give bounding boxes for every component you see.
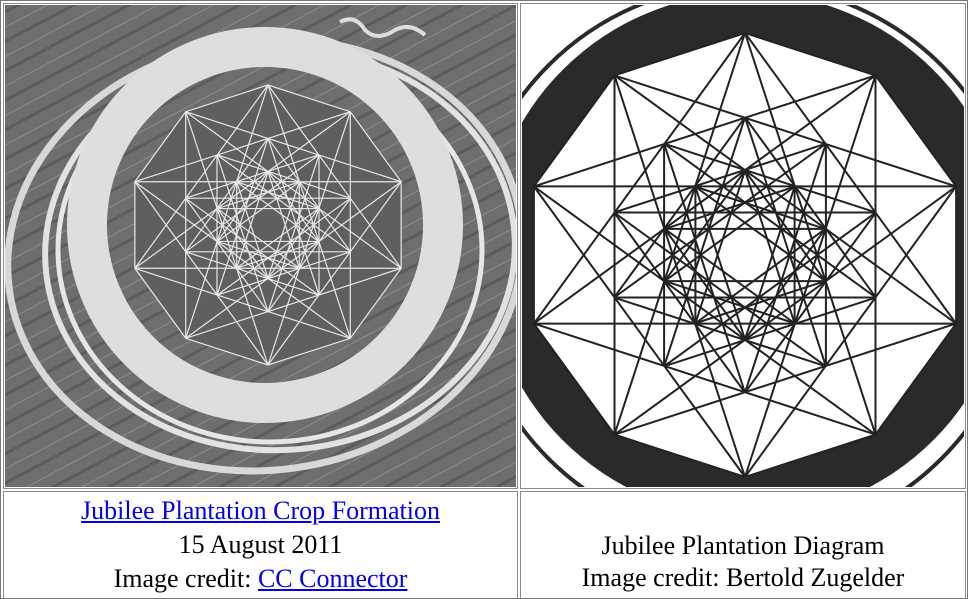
- diagram-title: Jubilee Plantation Diagram: [601, 531, 884, 560]
- formation-link[interactable]: Jubilee Plantation Crop Formation: [81, 496, 440, 525]
- crop-photo: [0, 5, 550, 504]
- page: Jubilee Plantation Crop Formation 15 Aug…: [0, 0, 968, 599]
- decagon: [534, 33, 956, 477]
- date: 15 August 2011: [179, 530, 343, 559]
- diagram-image: [467, 0, 968, 540]
- diagram-credit: Image credit: Bertold Zugelder: [582, 563, 905, 592]
- credit-label: Image credit:: [114, 564, 252, 593]
- caption-right: Jubilee Plantation Diagram Image credit:…: [520, 530, 966, 594]
- caption-left: Jubilee Plantation Crop Formation 15 Aug…: [3, 494, 518, 596]
- decagon: [135, 85, 401, 365]
- credit-link[interactable]: CC Connector: [258, 564, 408, 593]
